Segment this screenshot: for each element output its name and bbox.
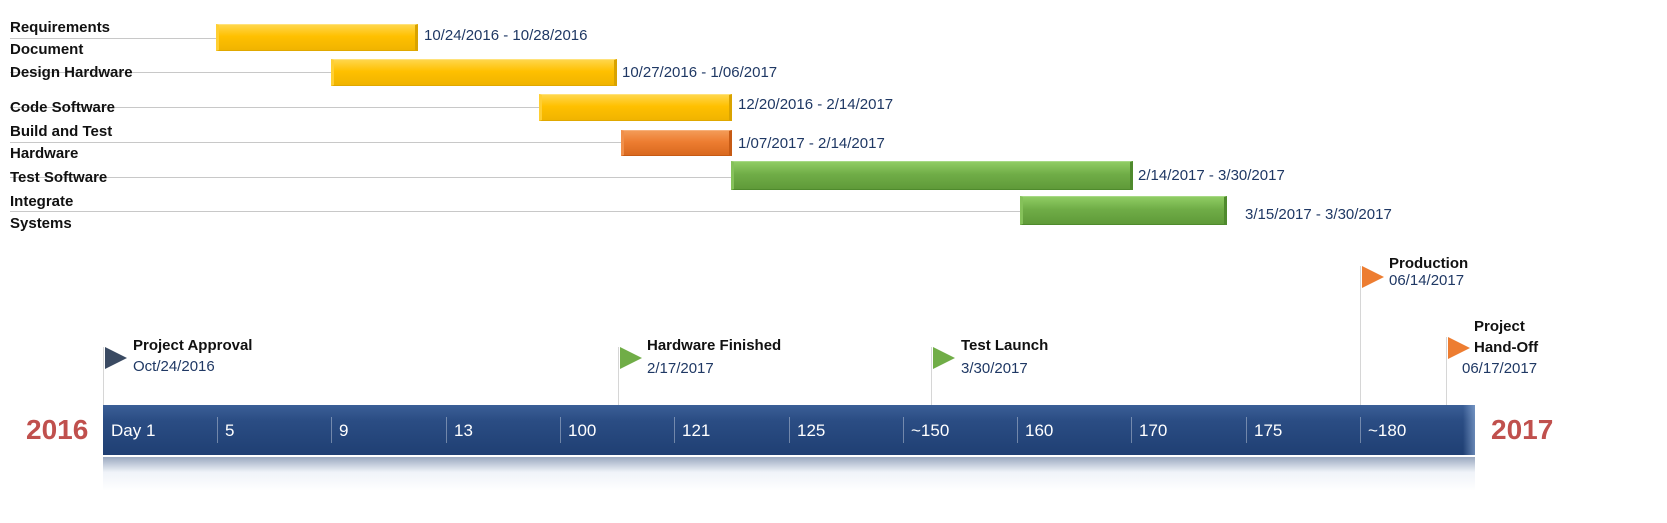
task-dates: 3/15/2017 - 3/30/2017 xyxy=(1245,206,1392,223)
milestone-title: Production xyxy=(1389,255,1469,272)
task-label: Code Software xyxy=(10,99,116,116)
milestone-date: 2/17/2017 xyxy=(647,360,714,377)
milestone-title: Hardware Finished xyxy=(647,337,782,354)
timeline-tick[interactable]: 160 xyxy=(1017,405,1131,455)
task-row-line xyxy=(10,38,216,39)
milestone-pole xyxy=(103,347,104,405)
milestone-title: Project Approval xyxy=(133,337,253,354)
timeline-tick[interactable]: 175 xyxy=(1246,405,1360,455)
tick-label: ~150 xyxy=(911,421,950,440)
tick-divider xyxy=(1360,417,1361,443)
timeline-tick[interactable]: 13 xyxy=(446,405,560,455)
tick-label: Day 1 xyxy=(111,421,156,440)
task-dates: 2/14/2017 - 3/30/2017 xyxy=(1138,167,1285,184)
tick-label: 9 xyxy=(339,421,349,440)
timeline-tick[interactable]: 9 xyxy=(331,405,446,455)
timeline-tick[interactable]: 100 xyxy=(560,405,674,455)
milestone-title: Project Hand-Off xyxy=(1474,318,1539,356)
milestone-date: 3/30/2017 xyxy=(961,360,1028,377)
tick-label: 5 xyxy=(225,421,235,440)
timeline-band xyxy=(103,405,1475,455)
task-row-line xyxy=(10,72,331,73)
timeline-tick[interactable]: ~150 xyxy=(903,405,1017,455)
task-bar[interactable] xyxy=(731,161,1133,190)
tick-divider xyxy=(674,417,675,443)
tick-divider xyxy=(217,417,218,443)
tick-label: 170 xyxy=(1139,421,1168,440)
task-dates: 10/24/2016 - 10/28/2016 xyxy=(424,27,588,44)
task-bar[interactable] xyxy=(331,59,617,86)
milestone-date: Oct/24/2016 xyxy=(133,358,215,375)
flag-icon[interactable] xyxy=(105,347,127,369)
milestone-title: Test Launch xyxy=(961,337,1049,354)
task-bar[interactable] xyxy=(1020,196,1227,225)
milestone-pole xyxy=(1446,337,1447,405)
tick-label: 125 xyxy=(797,421,826,440)
task-dates: 10/27/2016 - 1/06/2017 xyxy=(622,64,778,81)
tick-divider xyxy=(789,417,790,443)
tick-divider xyxy=(1246,417,1247,443)
timeline-tick[interactable]: ~180 xyxy=(1360,405,1475,455)
timeline-reflection xyxy=(103,457,1475,491)
task-row-line xyxy=(10,177,731,178)
tick-label: 13 xyxy=(454,421,473,440)
task-label: Integrate Systems xyxy=(10,193,74,232)
timeline-tick[interactable]: Day 1 xyxy=(103,405,217,455)
flag-icon[interactable] xyxy=(1448,337,1470,359)
tick-label: ~180 xyxy=(1368,421,1407,440)
tick-label: 175 xyxy=(1254,421,1283,440)
timeline-tick[interactable]: 5 xyxy=(217,405,331,455)
tick-divider xyxy=(446,417,447,443)
task-label: Build and Test Hardware xyxy=(10,123,113,162)
task-label: Design Hardware xyxy=(10,64,133,81)
task-row-line xyxy=(10,211,1020,212)
task-bar[interactable] xyxy=(216,24,418,51)
tick-divider xyxy=(903,417,904,443)
tick-label: 160 xyxy=(1025,421,1054,440)
tick-divider xyxy=(560,417,561,443)
task-bar[interactable] xyxy=(539,94,732,121)
milestone-pole xyxy=(931,347,932,405)
timeline-tick[interactable]: 121 xyxy=(674,405,789,455)
tick-label: 121 xyxy=(682,421,711,440)
milestone-pole xyxy=(1360,266,1361,405)
milestone-date: 06/14/2017 xyxy=(1389,272,1465,289)
flag-icon[interactable] xyxy=(1362,266,1384,288)
start-year: 2016 xyxy=(26,414,89,445)
milestone-date: 06/17/2017 xyxy=(1462,360,1538,377)
task-dates: 1/07/2017 - 2/14/2017 xyxy=(738,135,885,152)
tick-divider xyxy=(1017,417,1018,443)
end-year: 2017 xyxy=(1491,414,1554,445)
task-row-line xyxy=(10,142,621,143)
timeline-tick[interactable]: 170 xyxy=(1131,405,1246,455)
task-label: Test Software xyxy=(10,169,108,186)
task-bar[interactable] xyxy=(621,130,732,156)
task-label: Requirements Document xyxy=(10,19,111,58)
flag-icon[interactable] xyxy=(620,347,642,369)
tick-divider xyxy=(1131,417,1132,443)
tick-divider xyxy=(331,417,332,443)
task-dates: 12/20/2016 - 2/14/2017 xyxy=(738,96,894,113)
timeline-tick[interactable]: 125 xyxy=(789,405,903,455)
tick-label: 100 xyxy=(568,421,597,440)
task-row-line xyxy=(10,107,539,108)
milestone-pole xyxy=(618,347,619,405)
flag-icon[interactable] xyxy=(933,347,955,369)
